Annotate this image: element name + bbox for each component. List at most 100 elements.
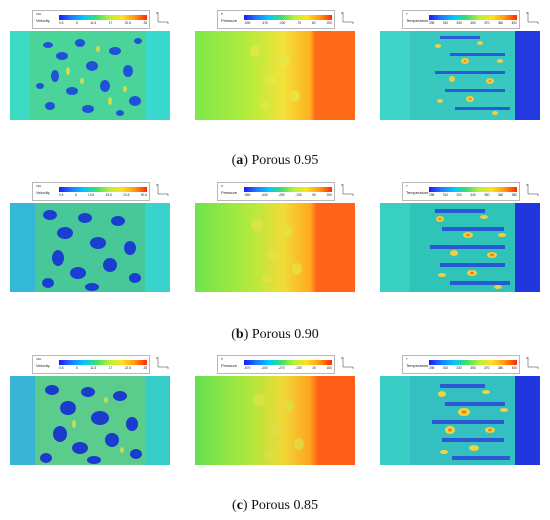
tick-label: 400	[511, 366, 517, 370]
tick-label: 310	[442, 21, 449, 25]
pressure-field	[195, 376, 355, 465]
temperature-field	[380, 376, 540, 465]
axis-z-label: Z	[156, 183, 158, 187]
tick-label: 60	[312, 193, 316, 197]
axis-triad-icon: Z X	[341, 183, 354, 196]
axis-triad-icon: Z X	[156, 356, 169, 369]
legend-label: Velocity	[36, 18, 50, 23]
axis-x-label: X	[167, 366, 169, 369]
axis-x-label: X	[537, 366, 539, 369]
caption-text: Porous 0.90	[251, 327, 319, 342]
tick-label: 200	[326, 193, 332, 197]
tick-label: 298	[429, 193, 435, 197]
tick-label: 400	[511, 21, 517, 25]
tick-label: 350	[470, 366, 476, 370]
tick-label: -440	[261, 193, 268, 197]
axis-x-label: X	[537, 193, 539, 196]
axis-triad-icon: Z X	[526, 183, 539, 196]
tick-label: 340	[470, 193, 476, 197]
tick-label: 370	[484, 21, 490, 25]
tick-label: -400	[261, 366, 268, 370]
temperature-legend: T Temperature 298 310 320 340 350 360 38…	[402, 182, 520, 201]
tick-label: -570	[244, 366, 251, 370]
tick-label: 17	[108, 21, 113, 25]
temperature-field	[380, 31, 540, 120]
tick-label: 6	[74, 193, 77, 197]
velocity-field	[10, 376, 170, 465]
tick-label: 6	[75, 366, 78, 370]
legend-label: Pressure	[221, 18, 238, 23]
axis-x-label: X	[167, 193, 169, 196]
tick-label: 330	[456, 21, 462, 25]
tick-label: 310	[442, 366, 449, 370]
colorbar-ticks: 298 310 320 340 350 360 380	[429, 193, 517, 197]
tick-label: 320	[456, 193, 462, 197]
legend-label: Temperature	[406, 190, 429, 195]
axis-z-label: Z	[156, 11, 158, 15]
colorbar	[59, 15, 147, 20]
axis-triad-icon: Z X	[526, 356, 539, 369]
tick-label: 11.5	[90, 366, 97, 370]
tick-label: -250	[278, 193, 285, 197]
colorbar	[244, 360, 332, 365]
caption-text: Porous 0.95	[251, 153, 319, 168]
axis-x-label: X	[537, 21, 539, 24]
velocity-field	[10, 203, 170, 292]
pressure-legend: P Pressure -570 -400 -270 -130 30 160	[217, 355, 335, 374]
tick-label: 11.5	[90, 21, 97, 25]
velocity-legend: VEL Velocity 0.5 6 11.5 17 22.5 28	[32, 355, 150, 374]
colorbar-ticks: 0.5 6 11.5 17 22.5 28	[59, 366, 147, 370]
axis-z-label: Z	[341, 356, 343, 360]
temperature-legend: T Temperature 298 310 330 350 370 380 40…	[402, 355, 520, 374]
tick-label: 28	[143, 21, 147, 25]
caption-letter: c	[236, 498, 243, 513]
colorbar	[244, 187, 332, 192]
axis-z-label: Z	[526, 356, 528, 360]
axis-x-label: X	[352, 193, 354, 196]
tick-label: 350	[470, 21, 476, 25]
axis-triad-icon: Z X	[526, 11, 539, 24]
legend-quantity: VEL	[36, 184, 42, 188]
colorbar-ticks: 298 310 330 350 370 380 400	[429, 21, 517, 25]
axis-triad-icon: Z X	[341, 356, 354, 369]
tick-label: 80	[312, 21, 316, 25]
tick-label: -560	[244, 193, 251, 197]
pressure-legend: P Pressure -500 -375 -200 -75 80 200	[217, 10, 335, 29]
colorbar	[244, 15, 332, 20]
legend-quantity: T	[406, 184, 408, 188]
colorbar	[59, 360, 147, 365]
legend-quantity: T	[406, 357, 408, 361]
colorbar	[429, 360, 517, 365]
axis-x-label: X	[352, 21, 354, 24]
velocity-field	[10, 31, 170, 120]
legend-quantity: P	[221, 357, 224, 361]
axis-z-label: Z	[156, 356, 158, 360]
tick-label: 6	[75, 21, 78, 25]
axis-x-label: X	[352, 366, 354, 369]
colorbar-ticks: -560 -440 -250 -130 60 200	[244, 193, 332, 197]
tick-label: -270	[278, 366, 285, 370]
legend-label: Pressure	[221, 190, 238, 195]
tick-label: 350	[484, 193, 490, 197]
temperature-field	[380, 203, 540, 292]
tick-label: 330	[456, 366, 462, 370]
temperature-legend: T Temperature 298 310 330 350 370 380 40…	[402, 10, 520, 29]
legend-label: Velocity	[36, 190, 50, 195]
caption-letter: a	[236, 153, 244, 168]
tick-label: 0.5	[59, 193, 64, 197]
caption-b: (b) Porous 0.90	[231, 327, 319, 342]
colorbar	[59, 187, 147, 192]
axis-z-label: Z	[341, 11, 343, 15]
tick-label: 19.5	[105, 193, 112, 197]
tick-label: 24.5	[123, 193, 130, 197]
tick-label: 30.5	[140, 193, 147, 197]
tick-label: -375	[261, 21, 268, 25]
tick-label: -500	[244, 21, 251, 25]
legend-label: Velocity	[36, 363, 50, 368]
axis-z-label: Z	[341, 183, 343, 187]
legend-quantity: P	[221, 12, 224, 16]
colorbar-ticks: -500 -375 -200 -75 80 200	[244, 21, 332, 25]
caption-letter: b	[235, 327, 244, 342]
tick-label: 380	[497, 366, 504, 370]
tick-label: 360	[497, 193, 504, 197]
